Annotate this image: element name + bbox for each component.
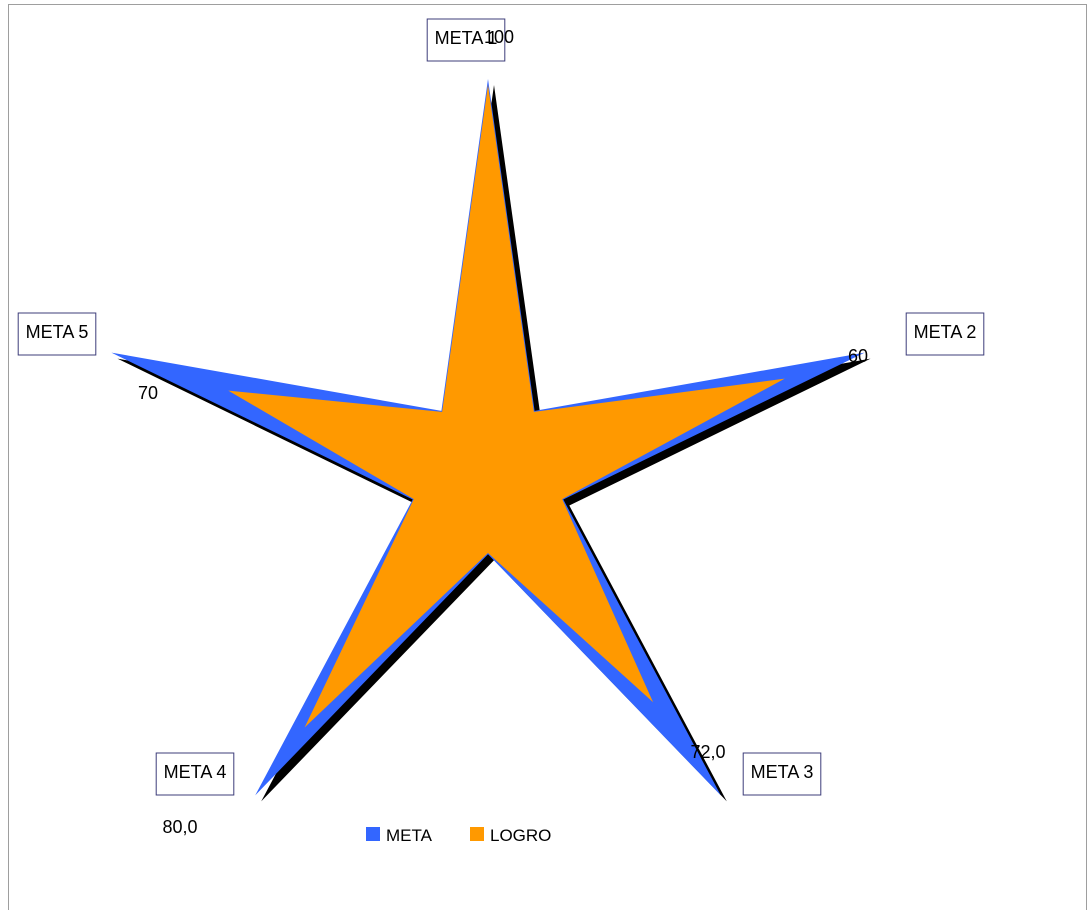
- category-label-2: META 2: [905, 312, 985, 356]
- data-label-2: 60: [848, 346, 868, 366]
- category-label-box: [155, 752, 235, 796]
- category-label-4: META 4: [155, 752, 235, 796]
- category-label-text: META 5: [26, 322, 89, 342]
- category-label-text: META 1: [435, 28, 498, 48]
- legend: META LOGRO: [366, 826, 551, 845]
- category-label-1: META 1: [426, 18, 506, 62]
- category-label-3: META 3: [742, 752, 822, 796]
- data-label-3: 72,0: [690, 742, 725, 762]
- legend-label-meta: META: [386, 826, 433, 845]
- category-label-text: META 4: [164, 762, 227, 782]
- category-label-5: META 5: [17, 312, 97, 356]
- category-label-text: META 2: [914, 322, 977, 342]
- legend-label-logro: LOGRO: [490, 826, 551, 845]
- category-label-box: [905, 312, 985, 356]
- series-logro-area: [228, 84, 785, 728]
- category-label-box: [17, 312, 97, 356]
- category-label-text: META 3: [751, 762, 814, 782]
- category-label-box: [742, 752, 822, 796]
- legend-swatch-logro: [470, 827, 484, 841]
- data-label-5: 70: [138, 383, 158, 403]
- data-label-1: 100: [484, 27, 514, 47]
- legend-swatch-meta: [366, 827, 380, 841]
- category-label-box: [426, 18, 506, 62]
- legend-item-logro: LOGRO: [470, 826, 551, 845]
- legend-item-meta: META: [366, 826, 433, 845]
- data-label-4: 80,0: [162, 817, 197, 837]
